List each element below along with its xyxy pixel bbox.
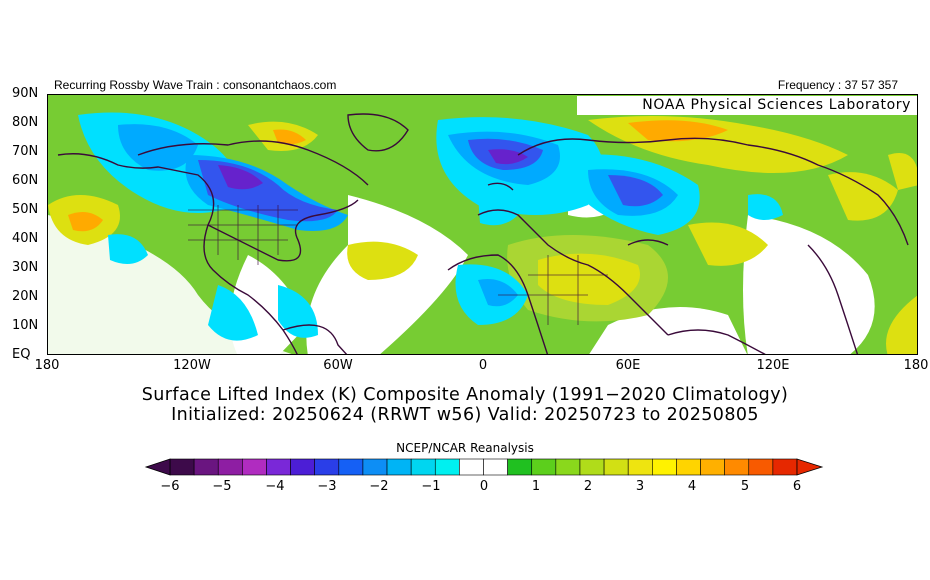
colorbar-swatch [266,458,291,476]
colorbar-swatch [603,458,629,476]
map-field [48,95,917,354]
credit-label: NOAA Physical Sciences Laboratory [577,96,917,115]
colorbar-label: −3 [317,479,337,494]
colorbar-swatch [290,458,315,476]
lat-label-90n: 90N [12,86,39,101]
colorbar-label: −1 [421,479,441,494]
colorbar-label: 5 [740,479,750,494]
colorbar-swatch [507,458,533,476]
chart-title-line2: Initialized: 20250624 (RRWT w56) Valid: … [171,405,759,425]
colorbar-swatch [362,458,388,476]
lon-label-0: 0 [478,358,488,373]
lon-label-180w: 180 [34,358,60,373]
colorbar-label: −5 [212,479,232,494]
colorbar-boxes [169,458,798,476]
colorbar-label: 2 [583,479,593,494]
colorbar-swatch [555,458,581,476]
colorbar-swatch [652,458,677,476]
colorbar-swatch [627,458,653,476]
lat-label-60n: 60N [12,173,39,188]
lat-label-50n: 50N [12,202,39,217]
colorbar-label: 4 [687,479,697,494]
colorbar-swatch [579,458,605,476]
colorbar-title: NCEP/NCAR Reanalysis [396,441,534,455]
colorbar-swatch [386,458,412,476]
colorbar-right-arrow [796,458,824,476]
colorbar-swatch [217,458,243,476]
lon-label-60w: 60W [323,358,353,373]
colorbar-swatch [772,458,798,476]
colorbar-swatch [434,458,460,476]
colorbar-swatch [483,458,508,476]
lat-label-40n: 40N [12,231,39,246]
lat-label-eq: EQ [12,347,31,362]
anomaly-map [47,94,918,355]
header-source: Recurring Rossby Wave Train : consonantc… [54,78,337,92]
colorbar-swatch [338,458,364,476]
colorbar-swatch [724,458,750,476]
lon-label-60e: 60E [615,358,641,373]
lat-label-10n: 10N [12,318,39,333]
colorbar-swatch [748,458,774,476]
lat-label-20n: 20N [12,289,39,304]
header-frequency: Frequency : 37 57 357 [777,78,898,92]
colorbar-swatch [531,458,557,476]
lat-label-80n: 80N [12,115,39,130]
colorbar-label: 0 [479,479,489,494]
lat-label-30n: 30N [12,260,39,275]
colorbar-swatch [242,458,267,476]
colorbar-label: −4 [265,479,285,494]
colorbar [144,458,824,476]
chart-title-line1: Surface Lifted Index (K) Composite Anoma… [141,385,789,405]
lon-label-120w: 120W [173,358,211,373]
colorbar-swatch [410,458,436,476]
lon-label-120e: 120E [756,358,790,373]
colorbar-label: 1 [531,479,541,494]
colorbar-swatch [169,458,195,476]
lat-label-70n: 70N [12,144,39,159]
colorbar-label: 6 [792,479,802,494]
colorbar-label: −6 [160,479,180,494]
colorbar-swatch [193,458,219,476]
colorbar-left-arrow [144,458,171,476]
colorbar-swatch [700,458,725,476]
colorbar-swatch [676,458,701,476]
colorbar-label: −2 [369,479,389,494]
colorbar-swatch [459,458,484,476]
colorbar-label: 3 [635,479,645,494]
lon-label-180e: 180 [903,358,929,373]
colorbar-swatch [314,458,340,476]
